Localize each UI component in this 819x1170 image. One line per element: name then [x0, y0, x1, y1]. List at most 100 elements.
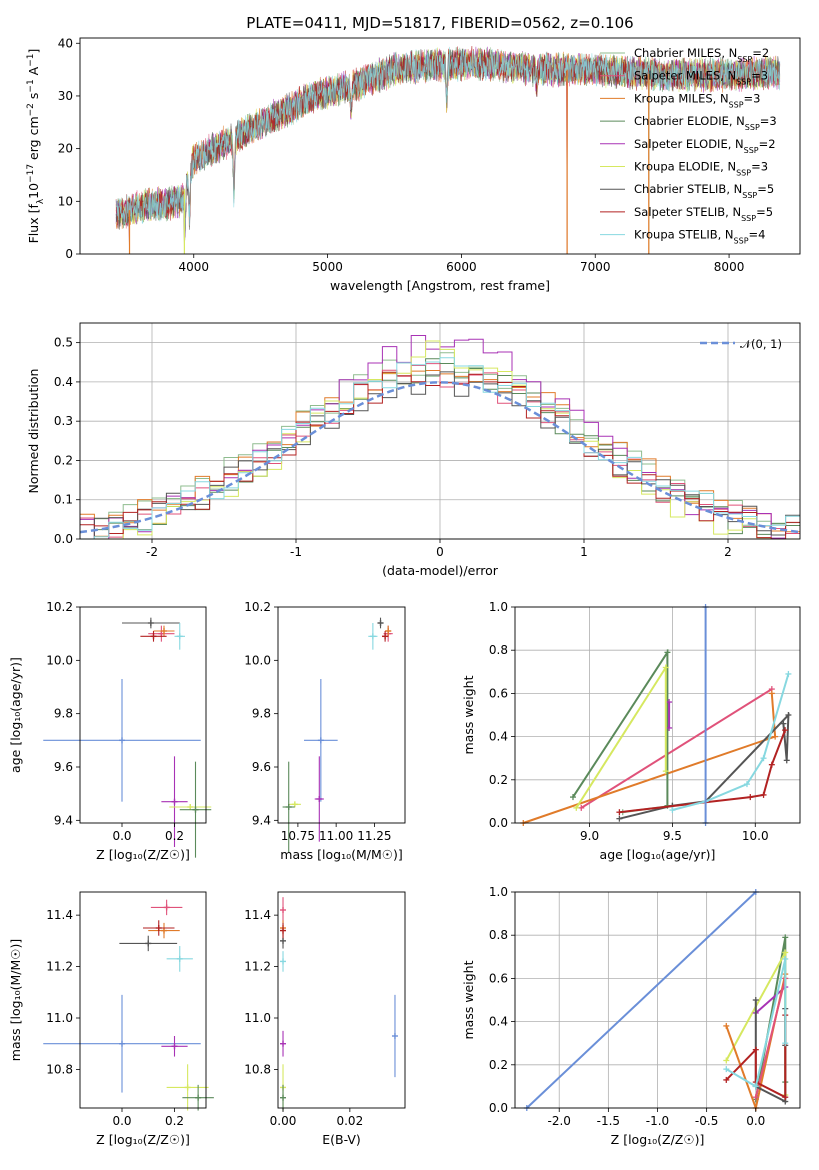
x-tick-label: -1 — [290, 545, 302, 559]
y-tick-label: 0.2 — [489, 773, 508, 787]
y-tick-label: 0.4 — [489, 1015, 508, 1029]
y-tick-label: 0.3 — [54, 414, 73, 428]
error-point — [166, 946, 193, 972]
error-point — [182, 1084, 214, 1111]
error-point — [119, 935, 178, 952]
y-tick-label: 9.4 — [252, 813, 271, 827]
legend-entry: Kroupa ELODIE, NSSP=3 — [634, 160, 768, 178]
y-tick-label: 0.8 — [489, 643, 508, 657]
y-tick-label: 10.8 — [46, 1062, 73, 1076]
error-point — [288, 801, 301, 808]
error-point — [368, 623, 378, 650]
x-axis-label: E(B-V) — [322, 1132, 361, 1147]
x-tick-label: 9.0 — [580, 829, 599, 843]
legend-label: Chabrier STELIB, N — [634, 182, 742, 196]
error-point — [179, 761, 212, 858]
y-tick-label: 11.0 — [244, 1011, 271, 1025]
error-point — [280, 1084, 287, 1111]
x-tick-label: 0.2 — [165, 829, 184, 843]
x-axis-label: Z [log₁₀(Z/Z☉)] — [611, 1132, 705, 1147]
histogram-series — [80, 371, 800, 540]
axes-frame — [514, 891, 801, 1109]
legend-sub: SSP — [742, 191, 757, 200]
panel-spectrum: 4000 5000 6000 7000 8000 0 10 20 30 40 wavelength … — [26, 36, 801, 293]
legend-suffix: =2 — [759, 137, 776, 151]
x-tick-label: 0.0 — [112, 1114, 131, 1128]
x-tick-label: 11.00 — [319, 829, 353, 843]
panel-mass_weight_vs_age: 9.0 9.5 10.0 0.0 0.2 0.4 0.6 0.8 1.0 age [log₁₀(a… — [461, 600, 801, 862]
weight-line — [725, 958, 787, 1088]
x-tick-label: 0.02 — [336, 1114, 363, 1128]
y-tick-label: 20 — [58, 142, 73, 156]
y-tick-label: 0.8 — [489, 928, 508, 942]
plot-area-mass_weight_vs_age — [520, 604, 792, 826]
plot-area-age_vs_Z — [43, 617, 212, 858]
y-label-part: erg cm — [26, 116, 41, 164]
y-label-part: A — [26, 66, 41, 79]
error-point — [382, 631, 389, 642]
legend-sub: SSP — [729, 100, 744, 109]
x-tick-label: -0.5 — [695, 1114, 718, 1128]
axes-frame — [514, 606, 801, 824]
y-tick-label: 30 — [58, 89, 73, 103]
weight-line — [526, 891, 757, 1109]
y-tick-label: 0 — [65, 247, 73, 261]
normal-curve — [79, 381, 801, 534]
axes-frame — [79, 37, 801, 255]
y-tick-label: 1.0 — [489, 885, 508, 899]
error-point — [148, 625, 175, 642]
y-tick-label: 0.2 — [489, 1058, 508, 1072]
y-tick-label: 0.5 — [54, 336, 73, 350]
legend-entry: Chabrier MILES, NSSP=2 — [634, 46, 769, 64]
y-label-part: −1 — [26, 79, 36, 92]
x-tick-label: 5000 — [312, 260, 343, 274]
x-tick-label: 10.75 — [281, 829, 315, 843]
y-tick-label: 9.6 — [54, 760, 73, 774]
x-axis-label: (data-model)/error — [382, 563, 499, 578]
plot-area-mass_vs_Z — [43, 899, 214, 1111]
x-tick-label: 0.0 — [112, 829, 131, 843]
x-tick-label: 11.25 — [357, 829, 391, 843]
error-point — [385, 625, 392, 637]
legend-suffix: =5 — [757, 182, 774, 196]
error-point — [280, 922, 287, 939]
panel-mass_vs_Z: 0.0 0.2 10.8 11.0 11.2 11.4 Z [log₁₀(Z/Z☉)] mas… — [8, 891, 214, 1147]
histogram-series — [80, 357, 800, 540]
y-tick-label: 11.0 — [46, 1011, 73, 1025]
axes-frame — [79, 891, 207, 1109]
error-point — [169, 804, 212, 810]
panel-age_vs_Z: 0.0 0.2 9.4 9.6 9.8 10.0 10.2 Z [log₁₀(Z/Z☉)] ag… — [8, 600, 212, 862]
y-tick-label: 10 — [58, 194, 73, 208]
x-tick-label: 0.2 — [165, 1114, 184, 1128]
plot-area-mass_weight_vs_Z — [523, 889, 789, 1112]
x-tick-label: -1.0 — [646, 1114, 669, 1128]
y-tick-label: 9.8 — [54, 707, 73, 721]
y-tick-label: 0.1 — [54, 493, 73, 507]
panel-residuals: -2 -1 0 1 2 0.0 0.1 0.2 0.3 0.4 0.5 (data-model)/er… — [26, 322, 801, 578]
x-axis-label: Z [log₁₀(Z/Z☉)] — [96, 1132, 190, 1147]
panel-age_vs_mass: 10.75 11.00 11.25 9.4 9.6 9.8 10.0 10.2 mass [lo… — [244, 600, 406, 862]
y-tick-label: 9.8 — [252, 707, 271, 721]
x-axis-label: Z [log₁₀(Z/Z☉)] — [96, 847, 190, 862]
legend-suffix: =3 — [760, 114, 777, 128]
legend-entry: Chabrier STELIB, NSSP=5 — [634, 182, 774, 200]
y-tick-label: 0.0 — [54, 532, 73, 546]
legend-label: Chabrier ELODIE, N — [634, 114, 745, 128]
x-tick-label: 0.0 — [746, 1114, 765, 1128]
error-point — [161, 1036, 188, 1057]
y-tick-label: 10.8 — [244, 1062, 271, 1076]
y-axis-label: age [log₁₀(age/yr)] — [8, 657, 23, 773]
error-point — [280, 951, 287, 972]
x-tick-label: -2 — [146, 545, 158, 559]
panel-mass_vs_ebv: 0.00 0.02 10.8 11.0 11.2 11.4 E(B-V) — [244, 891, 406, 1147]
error-point — [143, 920, 175, 936]
y-axis-label: Flux [fλ10−17 erg cm−2 s−1 A−1] — [26, 49, 46, 244]
error-point — [280, 1030, 287, 1057]
legend-label: Salpeter MILES, N — [634, 69, 736, 83]
y-axis-label: mass weight — [461, 675, 476, 754]
y-label-part: 10 — [26, 183, 41, 199]
error-point — [140, 631, 167, 642]
legend-label: Salpeter STELIB, N — [634, 205, 741, 219]
x-tick-label: -2.0 — [548, 1114, 571, 1128]
legend-label: Kroupa ELODIE, N — [634, 160, 736, 174]
